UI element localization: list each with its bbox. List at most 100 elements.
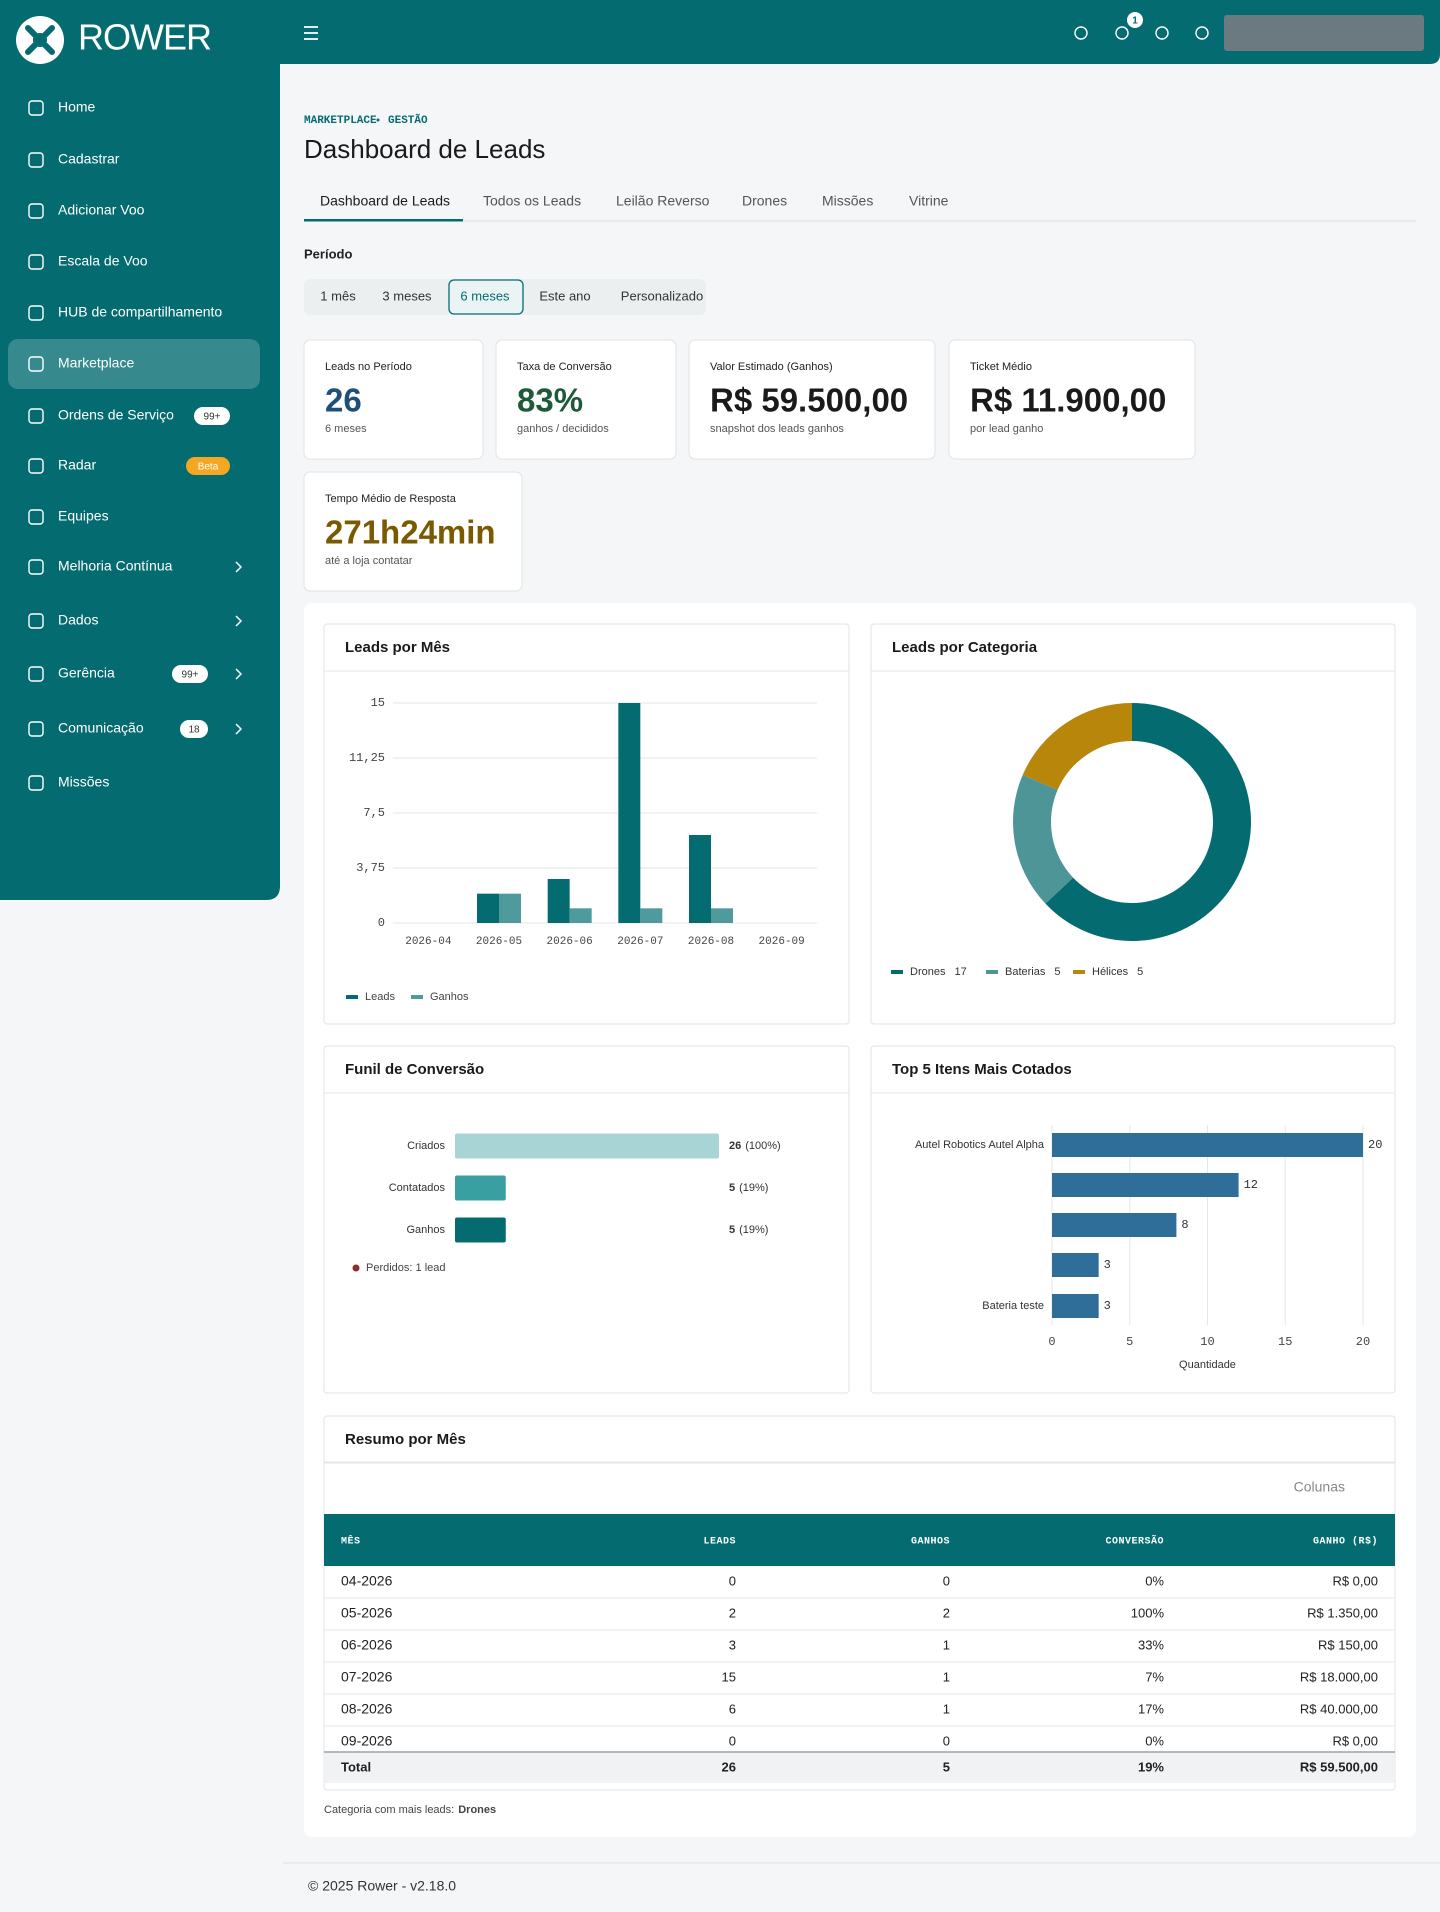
y-tick-label: 11,25 xyxy=(349,751,385,765)
y-tick-label: 0 xyxy=(378,916,385,930)
chevron xyxy=(235,668,243,680)
funnel-note: Perdidos: 1 lead xyxy=(366,1262,446,1274)
menu-item[interactable]: Marketplace xyxy=(58,355,134,371)
total-row xyxy=(325,1752,1394,1783)
kpi-card xyxy=(688,339,936,460)
legend-label: Hélices xyxy=(1092,966,1129,978)
logo-core xyxy=(33,33,47,47)
kpi-card xyxy=(303,471,523,592)
topbar xyxy=(280,0,1440,64)
kpi-note: por lead ganho xyxy=(970,423,1043,435)
period-option[interactable]: 1 mês xyxy=(320,288,356,303)
kpi-note: até a loja contatar xyxy=(325,555,413,567)
table-cell: 7% xyxy=(1145,1669,1164,1684)
period-option[interactable]: Personalizado xyxy=(621,288,703,303)
menu-item[interactable]: Melhoria Contínua xyxy=(58,558,173,574)
period-option[interactable]: 3 meses xyxy=(382,288,432,303)
bar xyxy=(640,908,663,923)
topbar-icon[interactable] xyxy=(1074,26,1088,40)
table-cell: 15 xyxy=(722,1669,736,1684)
bar-value-label: 8 xyxy=(1181,1218,1188,1232)
bar xyxy=(569,908,592,923)
bar xyxy=(1052,1133,1363,1157)
table-cell: 1 xyxy=(943,1701,950,1716)
legend-label: Baterias xyxy=(1005,966,1046,978)
total-cell: 5 xyxy=(943,1759,950,1774)
menu-item[interactable]: Ordens de Serviço xyxy=(58,407,174,423)
total-cell: R$ 59.500,00 xyxy=(1300,1759,1378,1774)
menu-icon xyxy=(28,305,44,321)
card-title: Resumo por Mês xyxy=(345,1431,466,1448)
tab[interactable]: Vitrine xyxy=(909,193,949,209)
menu-icon xyxy=(28,203,44,219)
x-tick-label: 2026-09 xyxy=(759,936,805,948)
legend-label: Leads xyxy=(365,991,395,1003)
menu-toggle[interactable] xyxy=(304,26,318,40)
bar xyxy=(618,703,641,923)
columns-button[interactable]: Colunas xyxy=(1294,1479,1345,1495)
menu-item[interactable]: Comunicação xyxy=(58,720,144,736)
menu-badge xyxy=(180,720,208,738)
topbar-icon[interactable] xyxy=(1155,26,1169,40)
period-option[interactable]: Este ano xyxy=(539,288,590,303)
funnel-value: 26 (100%) xyxy=(729,1140,781,1152)
user-menu[interactable] xyxy=(1224,15,1424,51)
menu-icon xyxy=(28,666,44,682)
menu-item[interactable]: HUB de compartilhamento xyxy=(58,304,222,320)
table-cell: 08-2026 xyxy=(341,1701,393,1717)
table-cell: R$ 150,00 xyxy=(1318,1637,1378,1652)
total-cell: Total xyxy=(341,1759,371,1774)
tab[interactable]: Missões xyxy=(822,193,873,209)
menu-item[interactable]: Gerência xyxy=(58,665,115,681)
tab[interactable]: Drones xyxy=(742,193,787,209)
menu-item[interactable]: Escala de Voo xyxy=(58,253,148,269)
table-cell: 0 xyxy=(943,1733,950,1748)
bar xyxy=(1052,1294,1099,1318)
menu-badge xyxy=(172,665,208,683)
kpi-value: 83% xyxy=(517,382,583,419)
bar xyxy=(1052,1253,1099,1277)
menu-item[interactable]: Adicionar Voo xyxy=(58,202,145,218)
tab[interactable]: Leilão Reverso xyxy=(616,193,710,209)
menu-icon xyxy=(28,254,44,270)
notification-count: 1 xyxy=(1132,16,1138,27)
topbar-icon[interactable] xyxy=(1115,26,1129,40)
menu-item[interactable]: Equipes xyxy=(58,508,109,524)
menu-item[interactable]: Dados xyxy=(58,612,98,628)
x-tick-label: 15 xyxy=(1278,1335,1292,1349)
table-cell: 0% xyxy=(1145,1573,1164,1588)
table-cell: 2 xyxy=(943,1605,950,1620)
menu-badge-text: Beta xyxy=(198,462,219,473)
tab[interactable]: Dashboard de Leads xyxy=(320,193,450,209)
table-cell: 2 xyxy=(729,1605,736,1620)
table-cell: 3 xyxy=(729,1637,736,1652)
menu-item[interactable]: Cadastrar xyxy=(58,151,120,167)
table-cell: 33% xyxy=(1138,1637,1164,1652)
menu-item[interactable]: Home xyxy=(58,99,96,115)
x-tick-label: 0 xyxy=(1048,1335,1055,1349)
menu-icon xyxy=(28,775,44,791)
footnote-value: Drones xyxy=(458,1804,496,1816)
legend-value: 17 xyxy=(954,966,966,978)
period-option[interactable]: 6 meses xyxy=(460,288,510,303)
funnel-bar xyxy=(455,1175,506,1201)
tab[interactable]: Todos os Leads xyxy=(483,193,581,209)
card-title: Leads por Categoria xyxy=(892,639,1038,656)
y-tick-label: 7,5 xyxy=(363,806,385,820)
funnel-count: 5 xyxy=(729,1182,735,1194)
menu-badge-text: 99+ xyxy=(204,412,221,423)
note-dot xyxy=(352,1264,360,1272)
notification-badge xyxy=(1127,12,1143,28)
funnel-label: Criados xyxy=(407,1140,445,1152)
pie-slice xyxy=(1012,774,1074,904)
bar xyxy=(477,893,499,923)
menu-badge xyxy=(186,457,230,475)
x-tick-label: 2026-04 xyxy=(405,936,452,948)
menu-icon xyxy=(28,721,44,737)
menu-item[interactable]: Missões xyxy=(58,774,109,790)
topbar-icon[interactable] xyxy=(1195,26,1209,40)
pie-slice xyxy=(1045,703,1252,941)
menu-item[interactable]: Radar xyxy=(58,457,96,473)
bar xyxy=(547,879,570,923)
